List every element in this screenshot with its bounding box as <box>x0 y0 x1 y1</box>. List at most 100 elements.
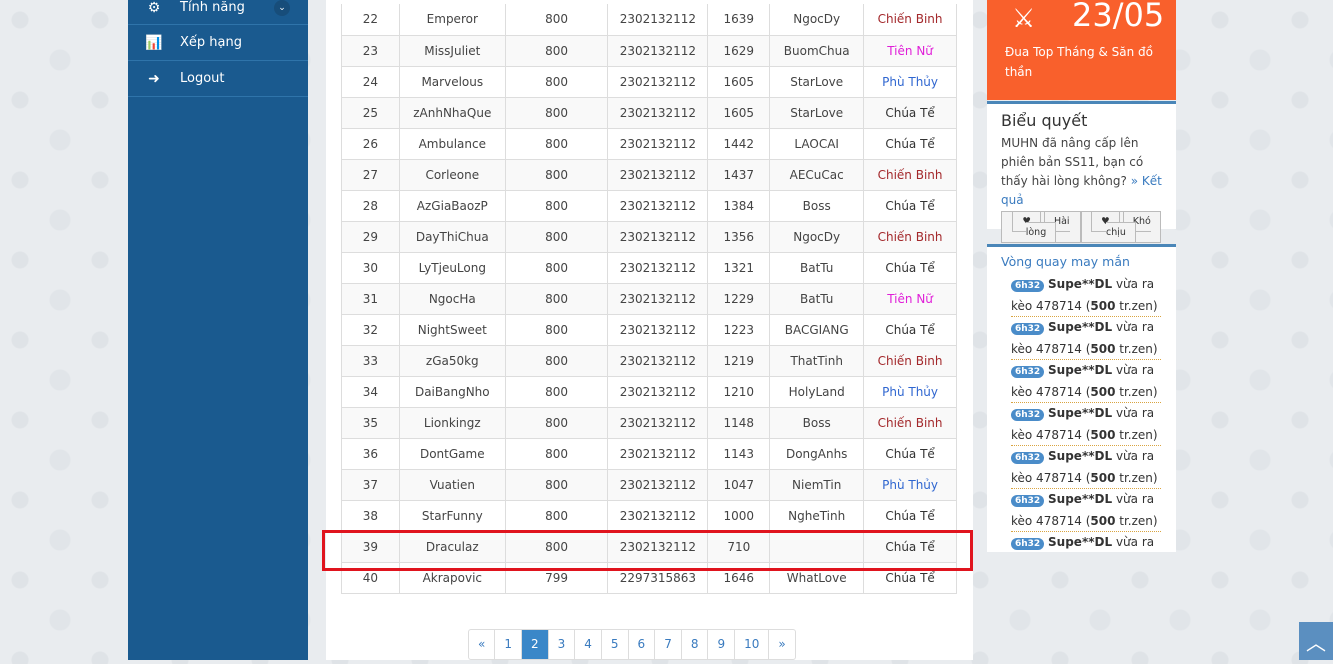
logout-icon: ➜ <box>148 70 160 87</box>
table-cell: 1356 <box>707 221 771 253</box>
entry-unit: tr.zen <box>1119 299 1153 313</box>
page-4[interactable]: 4 <box>575 630 602 659</box>
user-name: Supe**DL <box>1048 492 1113 506</box>
table-cell: 710 <box>707 531 771 563</box>
table-cell: 800 <box>504 4 609 36</box>
table-cell: Chúa Tể <box>863 314 957 346</box>
event-date: 23/05 <box>1072 0 1165 34</box>
table-cell: 37 <box>341 469 400 501</box>
event-banner[interactable]: ⚔ 23/05 Đua Top Tháng & Săn đồ thần <box>987 0 1176 100</box>
sidebar-item-0[interactable]: ⚙ Tính năng ⌄ <box>128 0 308 25</box>
page-5[interactable]: 5 <box>602 630 629 659</box>
table-cell: MissJuliet <box>398 35 506 67</box>
table-cell: Akrapovic <box>398 562 506 594</box>
page-8[interactable]: 8 <box>682 630 709 659</box>
table-cell: Marvelous <box>398 66 506 98</box>
table-cell: Tiên Nữ <box>863 283 957 315</box>
vote-result-link[interactable]: » Kết quả <box>1001 174 1162 207</box>
entry-action: vừa ra kèo 478714 <box>1011 363 1155 399</box>
table-cell: StarLove <box>769 66 865 98</box>
table-row: 37 Vuatien 800 2302132112 1047 NiemTin Phù Thủ… <box>341 469 957 501</box>
table-cell: WhatLove <box>769 562 865 594</box>
vote-unhappy-button[interactable]: ♥ Khó chịu <box>1081 211 1161 243</box>
table-cell: BACGIANG <box>769 314 865 346</box>
time-badge: 6h32 <box>1011 452 1045 464</box>
sidebar: ⚙ Tính năng ⌄ 📊 Xếp hạng ➜ Logout <box>128 0 308 660</box>
page-11[interactable]: » <box>778 637 786 651</box>
table-cell: 2302132112 <box>607 35 709 67</box>
entry-action: vừa ra kèo 478714 <box>1011 449 1155 485</box>
page-3[interactable]: 3 <box>549 630 576 659</box>
vote-happy-button[interactable]: ♥ Hài lòng <box>1001 211 1081 243</box>
table-cell: 34 <box>341 376 400 408</box>
pagination: «1 2 3 4 5 6 7 8 9 10 » <box>468 629 796 660</box>
table-cell: 2302132112 <box>607 190 709 222</box>
table-cell: 800 <box>504 500 609 532</box>
table-cell: Chiến Binh <box>863 159 957 191</box>
table-cell: Draculaz <box>398 531 506 563</box>
table-cell: 1639 <box>707 4 771 36</box>
table-row: 30 LyTjeuLong 800 2302132112 1321 BatTu Chúa T… <box>341 252 957 284</box>
back-to-top-button[interactable]: ︿ <box>1299 622 1333 660</box>
table-cell: Chúa Tể <box>863 531 957 563</box>
table-cell: 26 <box>341 128 400 160</box>
table-cell: 2302132112 <box>607 66 709 98</box>
table-row: 38 StarFunny 800 2302132112 1000 NgheTinh Chúa… <box>341 500 957 532</box>
table-cell: Chiến Binh <box>863 345 957 377</box>
table-cell: Emperor <box>398 4 506 36</box>
time-badge: 6h32 <box>1011 280 1045 292</box>
table-row: 39 Draculaz 800 2302132112 710 Chúa Tể <box>341 531 957 563</box>
table-cell: Boss <box>769 407 865 439</box>
table-cell: Chiến Binh <box>863 4 957 36</box>
lucky-entry: 6h32 Supe**DL vừa ra kèo 478714 (500 tr.… <box>1011 446 1161 489</box>
table-row: 31 NgocHa 800 2302132112 1229 BatTu Tiên Nữ <box>341 283 957 315</box>
table-cell: 2302132112 <box>607 252 709 284</box>
table-cell: Corleone <box>398 159 506 191</box>
table-cell: 25 <box>341 97 400 129</box>
sidebar-item-1[interactable]: 📊 Xếp hạng <box>128 25 308 61</box>
page-0[interactable]: « <box>469 630 496 659</box>
table-cell: 800 <box>504 159 609 191</box>
page-6[interactable]: 6 <box>629 630 656 659</box>
page-7[interactable]: 7 <box>655 630 682 659</box>
table-cell: NgocDy <box>769 4 865 36</box>
table-cell: BuomChua <box>769 35 865 67</box>
vote-title: Biểu quyết <box>1001 111 1088 130</box>
page-2[interactable]: 2 <box>521 630 549 659</box>
sidebar-item-2[interactable]: ➜ Logout <box>128 61 308 97</box>
table-cell: 800 <box>504 469 609 501</box>
chevron-up-icon: ︿ <box>1306 631 1326 655</box>
page-9[interactable]: 9 <box>708 630 736 659</box>
table-cell: Vuatien <box>398 469 506 501</box>
entry-action: vừa ra kèo 478714 <box>1011 320 1155 356</box>
ranking-table: 22 Emperor 800 2302132112 1639 NgocDy Chiến Bi… <box>341 4 957 594</box>
entry-unit: tr.zen <box>1119 471 1153 485</box>
table-cell: 2302132112 <box>607 500 709 532</box>
table-row: 32 NightSweet 800 2302132112 1223 BACGIANG Chú… <box>341 314 957 346</box>
entry-amount: 500 <box>1090 385 1116 399</box>
table-cell: AzGiaBaozP <box>398 190 506 222</box>
chevron-down-icon[interactable]: ⌄ <box>274 0 290 16</box>
table-row: 35 Lionkingz 800 2302132112 1148 Boss Chiến Bi… <box>341 407 957 439</box>
table-cell: HolyLand <box>769 376 865 408</box>
table-row: 34 DaiBangNho 800 2302132112 1210 HolyLand Phù… <box>341 376 957 408</box>
page-10[interactable]: 10 <box>735 630 770 659</box>
table-cell: DongAnhs <box>769 438 865 470</box>
table-row: 36 DontGame 800 2302132112 1143 DongAnhs Chúa … <box>341 438 957 470</box>
table-cell: Chúa Tể <box>863 190 957 222</box>
table-cell: Tiên Nữ <box>863 35 957 67</box>
table-cell: 2302132112 <box>607 469 709 501</box>
entry-action: vừa ra kèo 478714 <box>1011 277 1155 313</box>
lucky-entry: 6h32 Supe**DL vừa ra kèo 478714 (500 tr.… <box>1011 403 1161 446</box>
table-cell: 800 <box>504 407 609 439</box>
lucky-entry: 6h32 Supe**DL vừa ra kèo 478714 (500 tr.… <box>1011 274 1161 317</box>
table-cell: 1605 <box>707 97 771 129</box>
table-cell: NgheTinh <box>769 500 865 532</box>
lucky-entry: 6h32 Supe**DL vừa ra kèo 478714 (500 tr.… <box>1011 360 1161 403</box>
table-cell: 2302132112 <box>607 128 709 160</box>
table-cell: 800 <box>504 314 609 346</box>
time-badge: 6h32 <box>1011 538 1045 550</box>
table-cell: zAnhNhaQue <box>398 97 506 129</box>
page-1[interactable]: 1 <box>495 630 522 659</box>
table-cell: 1646 <box>707 562 771 594</box>
